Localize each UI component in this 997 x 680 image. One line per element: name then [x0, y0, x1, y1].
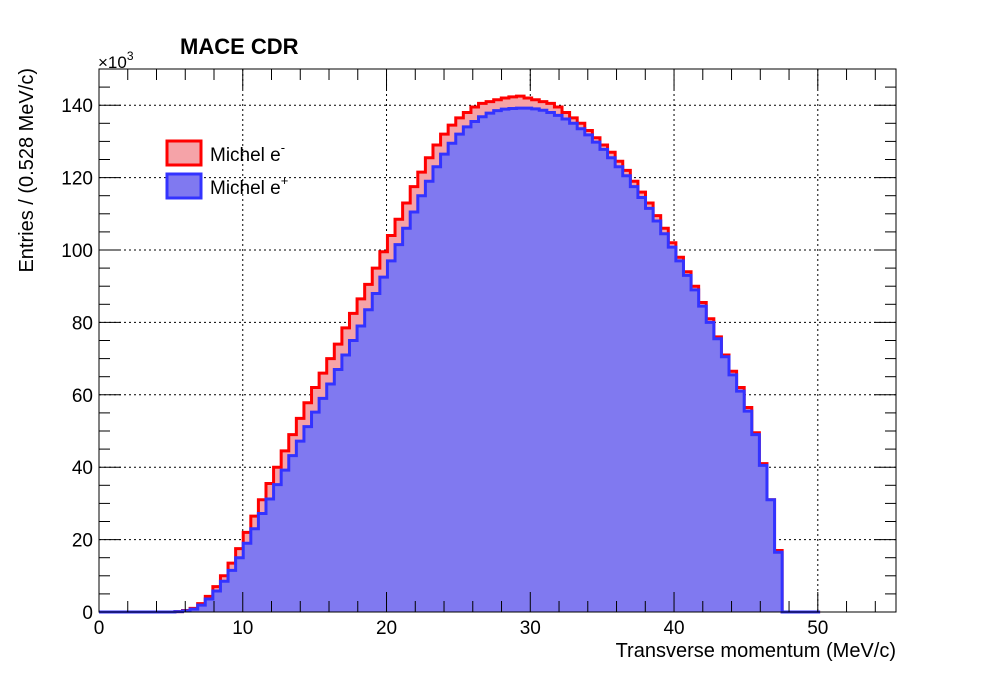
y-tick-label: 140: [61, 96, 93, 117]
y-tick-label: 120: [61, 169, 93, 190]
y-tick-label: 60: [72, 386, 93, 407]
legend-label-michel-e-minus: Michel e: [210, 145, 281, 166]
x-tick-label: 40: [663, 618, 684, 639]
y-tick-label: 40: [72, 458, 93, 479]
y-tick-label: 0: [82, 603, 93, 624]
y-multiplier-base: ×10: [98, 53, 127, 72]
legend-label-michel-e-plus: Michel e: [210, 178, 281, 199]
y-axis-title: Entries / (0.528 MeV/c): [16, 68, 38, 273]
svg-text:Michel e-: Michel e-: [210, 140, 285, 166]
x-tick-label: 10: [232, 618, 253, 639]
y-tick-label: 100: [61, 241, 93, 262]
x-tick-label: 50: [807, 618, 828, 639]
x-axis-title: Transverse momentum (MeV/c): [616, 640, 896, 662]
x-tick-label: 20: [376, 618, 397, 639]
y-axis-multiplier: ×103: [98, 49, 134, 72]
chart-title: MACE CDR: [180, 34, 299, 59]
svg-text:Michel e+: Michel e+: [210, 173, 288, 199]
y-multiplier-exponent: 3: [127, 49, 134, 63]
legend-swatch-michel-e-minus: [165, 139, 203, 167]
y-tick-label: 20: [72, 531, 93, 552]
histogram-line-michel-e-plus: [99, 106, 821, 614]
legend-sup-michel-e-plus: +: [281, 173, 289, 188]
svg-text:×103: ×103: [98, 49, 134, 72]
legend: Michel e- Michel e+: [165, 139, 288, 200]
x-tick-label: 30: [520, 618, 541, 639]
legend-swatch-michel-e-plus: [165, 172, 203, 200]
plot-frame: [98, 68, 897, 613]
y-tick-label: 80: [72, 313, 93, 334]
x-tick-label: 0: [94, 618, 105, 639]
legend-sup-michel-e-minus: -: [281, 140, 285, 155]
